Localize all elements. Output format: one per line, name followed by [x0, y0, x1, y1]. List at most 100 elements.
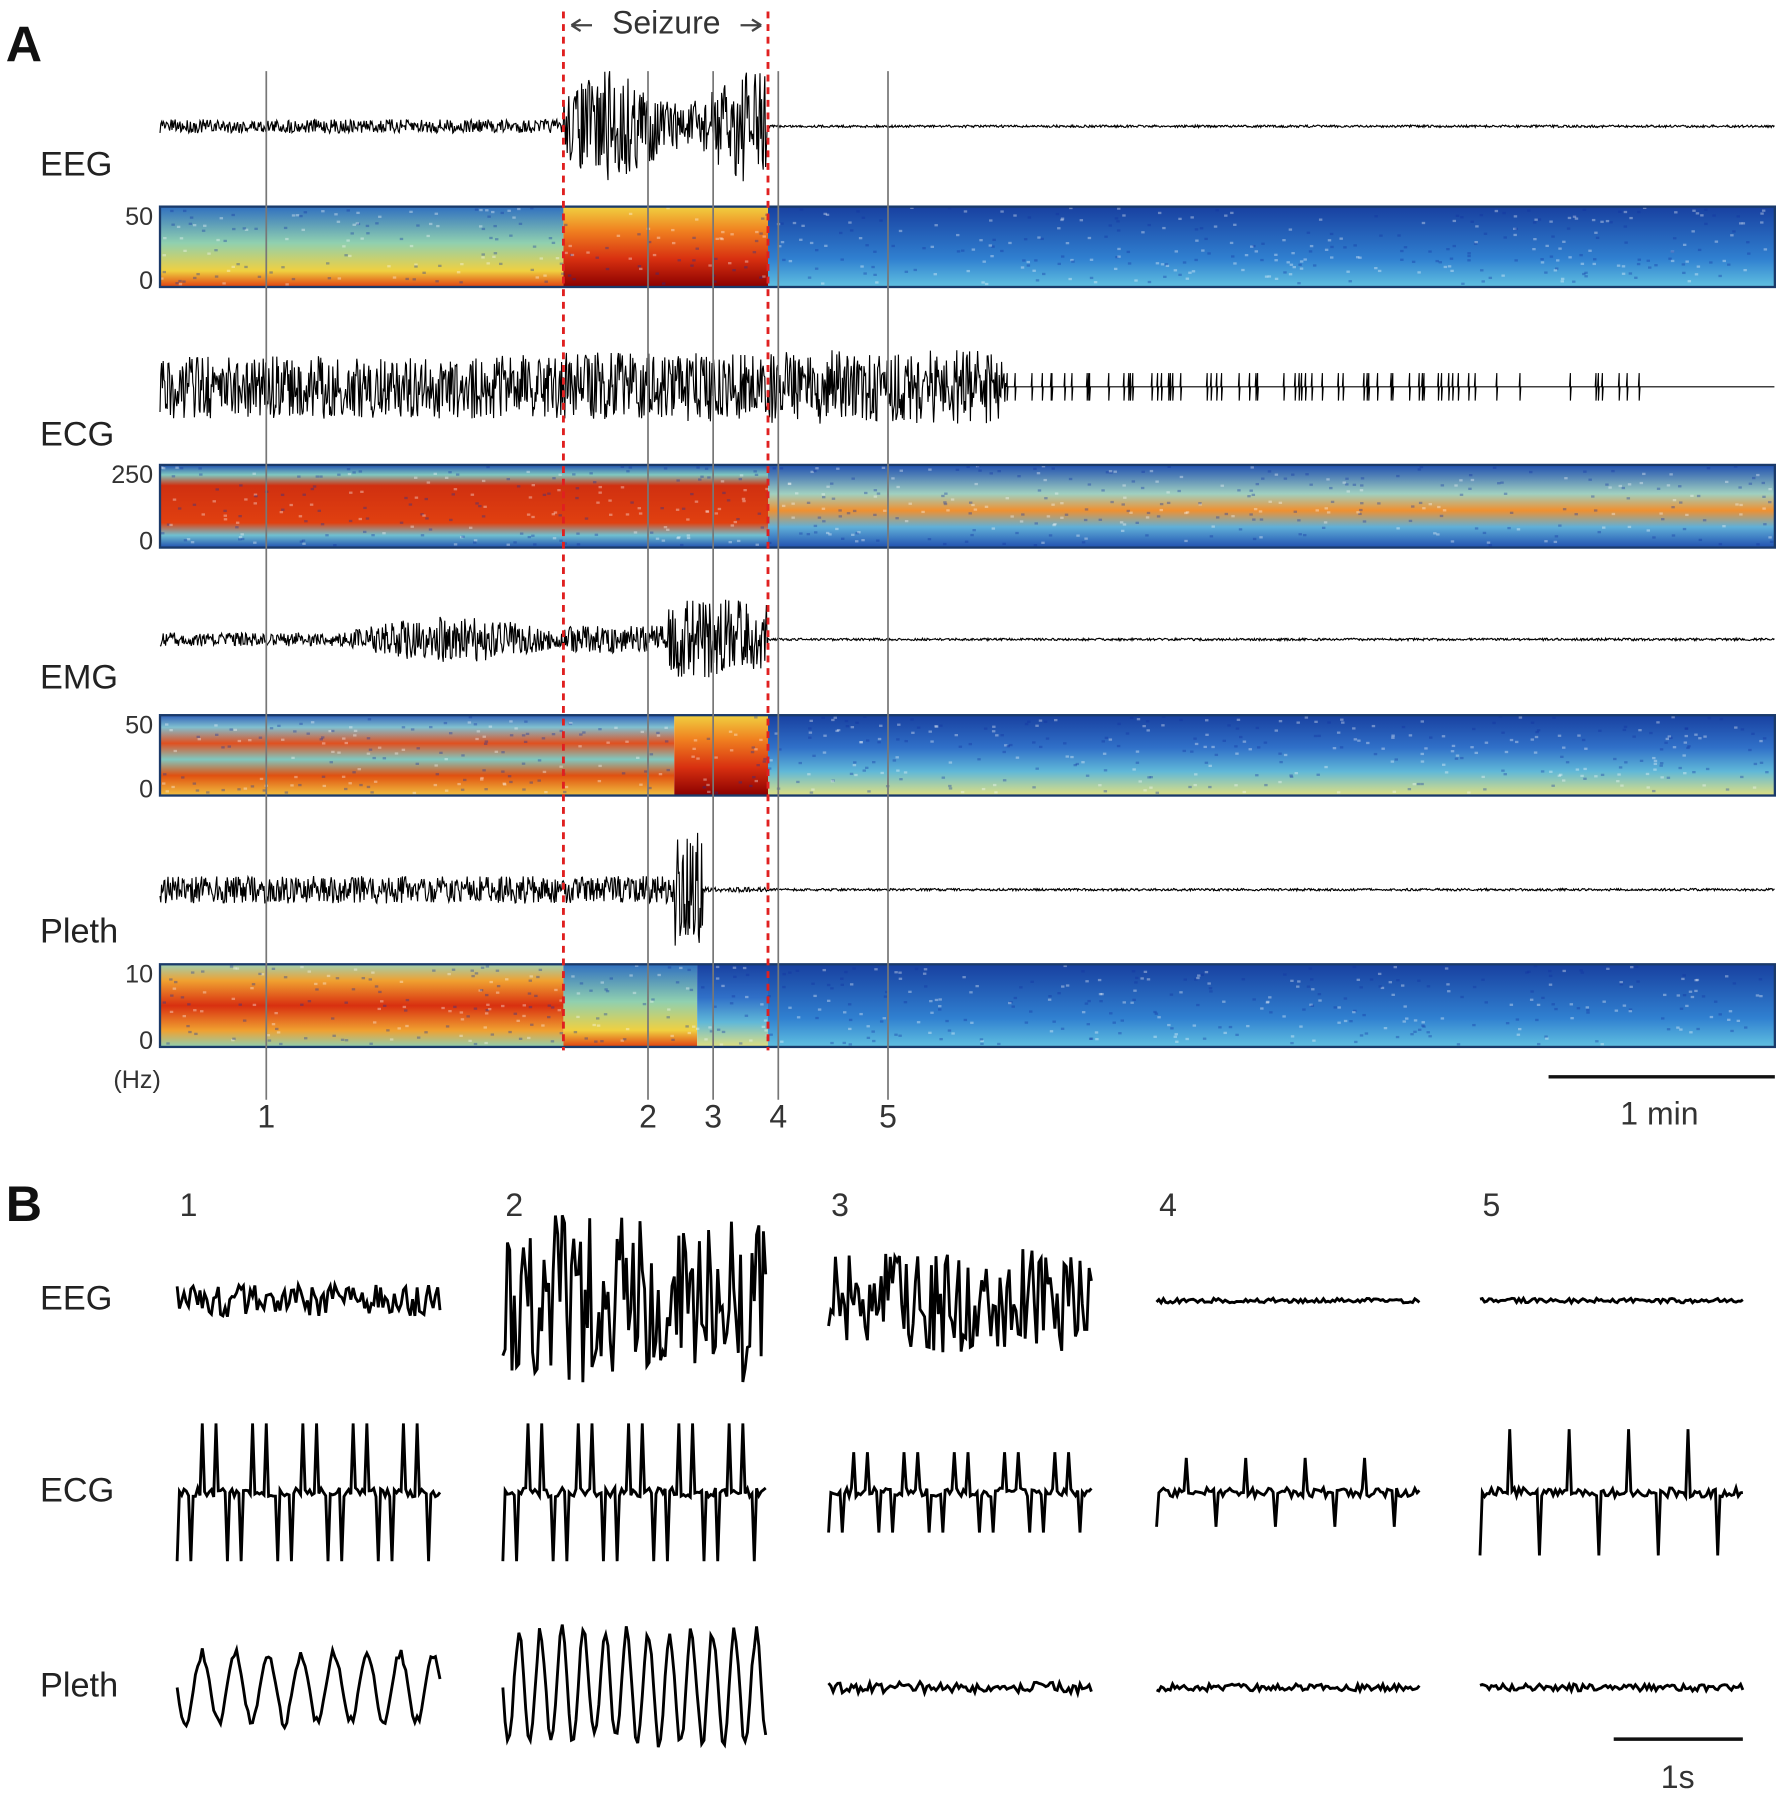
spectrogram-noise	[1533, 751, 1538, 754]
spectrogram-noise	[720, 480, 725, 483]
spectrogram-noise	[1467, 259, 1471, 262]
spectrogram-noise	[813, 994, 817, 998]
spectrogram-noise	[420, 513, 424, 516]
spectrogram-noise	[1401, 725, 1406, 729]
spectrogram-noise	[414, 265, 418, 268]
spectrogram-noise	[921, 510, 925, 514]
spectrogram-noise	[608, 499, 612, 502]
spectrogram-noise	[1502, 211, 1506, 215]
spectrogram-noise	[871, 1030, 875, 1033]
spectrogram-noise	[550, 1006, 555, 1009]
spectrogram-noise	[1306, 231, 1311, 234]
spectrogram-noise	[589, 989, 593, 992]
spectrogram-noise	[279, 510, 284, 514]
spectrogram-noise	[161, 467, 166, 470]
spectrogram-noise	[1577, 734, 1581, 737]
spectrogram-noise	[1141, 231, 1145, 234]
spectrogram-noise	[215, 733, 219, 736]
spectrogram-noise	[973, 508, 978, 511]
spectrogram-noise	[1223, 1031, 1227, 1035]
spectrogram-noise	[1509, 1003, 1514, 1006]
spectrogram-noise	[502, 782, 506, 785]
spectrogram-noise	[596, 1024, 601, 1027]
spectrogram-noise	[403, 1009, 408, 1012]
spectrogram-noise	[397, 1027, 401, 1030]
spectrogram-noise	[188, 222, 193, 225]
spectrogram-noise	[221, 746, 225, 749]
spectrogram-noise	[922, 247, 926, 250]
spectrogram-noise	[1154, 1012, 1159, 1015]
spectrogram-noise	[1583, 767, 1587, 771]
time-marker-label: 3	[704, 1099, 722, 1135]
spectrogram-noise	[767, 995, 771, 998]
spectrogram-noise	[1265, 1001, 1270, 1004]
spectrogram-region	[768, 964, 1775, 1047]
spectrogram-noise	[1440, 1017, 1445, 1020]
spectrogram-noise	[1342, 481, 1346, 484]
spectrogram-noise	[848, 1018, 853, 1022]
spectrogram-noise	[1722, 525, 1726, 528]
spectrogram-noise	[1632, 735, 1636, 738]
spectrogram-noise	[1299, 267, 1304, 270]
spectrogram-noise	[745, 973, 750, 977]
spectrogram-noise	[1297, 980, 1301, 983]
spectrogram-noise	[1104, 736, 1109, 740]
spectrogram-noise	[1626, 497, 1631, 500]
spectrogram-noise	[1394, 758, 1398, 761]
spectrogram-noise	[661, 282, 666, 285]
spectrogram-noise	[941, 776, 946, 779]
spectrogram-noise	[715, 977, 720, 980]
spectrogram-noise	[762, 760, 767, 763]
spectrogram-noise	[269, 271, 273, 274]
spectrogram-noise	[666, 528, 670, 531]
spectrogram-noise	[1447, 990, 1451, 993]
spectrogram-noise	[1057, 227, 1061, 230]
spectrogram-noise	[1306, 985, 1311, 988]
spectrogram-noise	[1089, 258, 1094, 261]
spectrogram-noise	[1116, 744, 1121, 748]
trace	[175, 1423, 442, 1562]
spectrogram-noise	[1621, 486, 1626, 490]
spectrogram-noise	[1155, 262, 1160, 265]
spectrogram-noise	[314, 982, 318, 986]
spectrogram-noise	[171, 223, 175, 226]
spectrogram-noise	[1429, 736, 1433, 739]
column-label: 4	[1159, 1187, 1177, 1223]
spectrogram-noise	[538, 968, 543, 972]
spectrogram-noise	[823, 734, 827, 737]
spectrogram-noise	[348, 254, 352, 258]
spectrogram-noise	[513, 1012, 518, 1015]
spectrogram-noise	[1086, 1023, 1090, 1026]
spectrogram-noise	[269, 727, 274, 730]
spectrogram-noise	[163, 236, 167, 240]
spectrogram-noise	[966, 269, 970, 273]
spectrogram-noise	[1084, 1002, 1089, 1005]
spectrogram-noise	[1609, 221, 1613, 224]
spectrogram-noise	[175, 282, 179, 285]
spectrogram-noise	[1516, 528, 1521, 531]
spectrogram-noise	[435, 773, 440, 776]
spectrogram-noise	[1449, 257, 1454, 260]
spectrogram-noise	[231, 213, 235, 217]
spectrogram-noise	[930, 1011, 934, 1014]
spectrogram-noise	[1159, 508, 1163, 512]
spectrogram-noise	[1241, 268, 1245, 272]
spectrogram-noise	[1509, 511, 1514, 514]
spectrogram-noise	[1714, 240, 1719, 243]
spectrogram-noise	[742, 966, 747, 970]
spectrogram-noise	[1481, 775, 1485, 779]
spectrogram-noise	[1396, 474, 1400, 478]
spectrogram-noise	[1343, 997, 1348, 1000]
spectrogram-noise	[1545, 1037, 1549, 1040]
spectrogram-noise	[625, 740, 629, 743]
y-tick-label: 10	[125, 960, 153, 988]
spectrogram-noise	[215, 488, 219, 491]
spectrogram-noise	[934, 998, 939, 1002]
spectrogram-noise	[206, 791, 210, 794]
spectrogram-noise	[1560, 755, 1564, 758]
spectrogram-noise	[1584, 747, 1588, 750]
spectrogram-noise	[849, 229, 854, 232]
spectrogram-noise	[502, 783, 507, 786]
spectrogram-noise	[1420, 782, 1424, 786]
spectrogram-noise	[258, 972, 262, 976]
